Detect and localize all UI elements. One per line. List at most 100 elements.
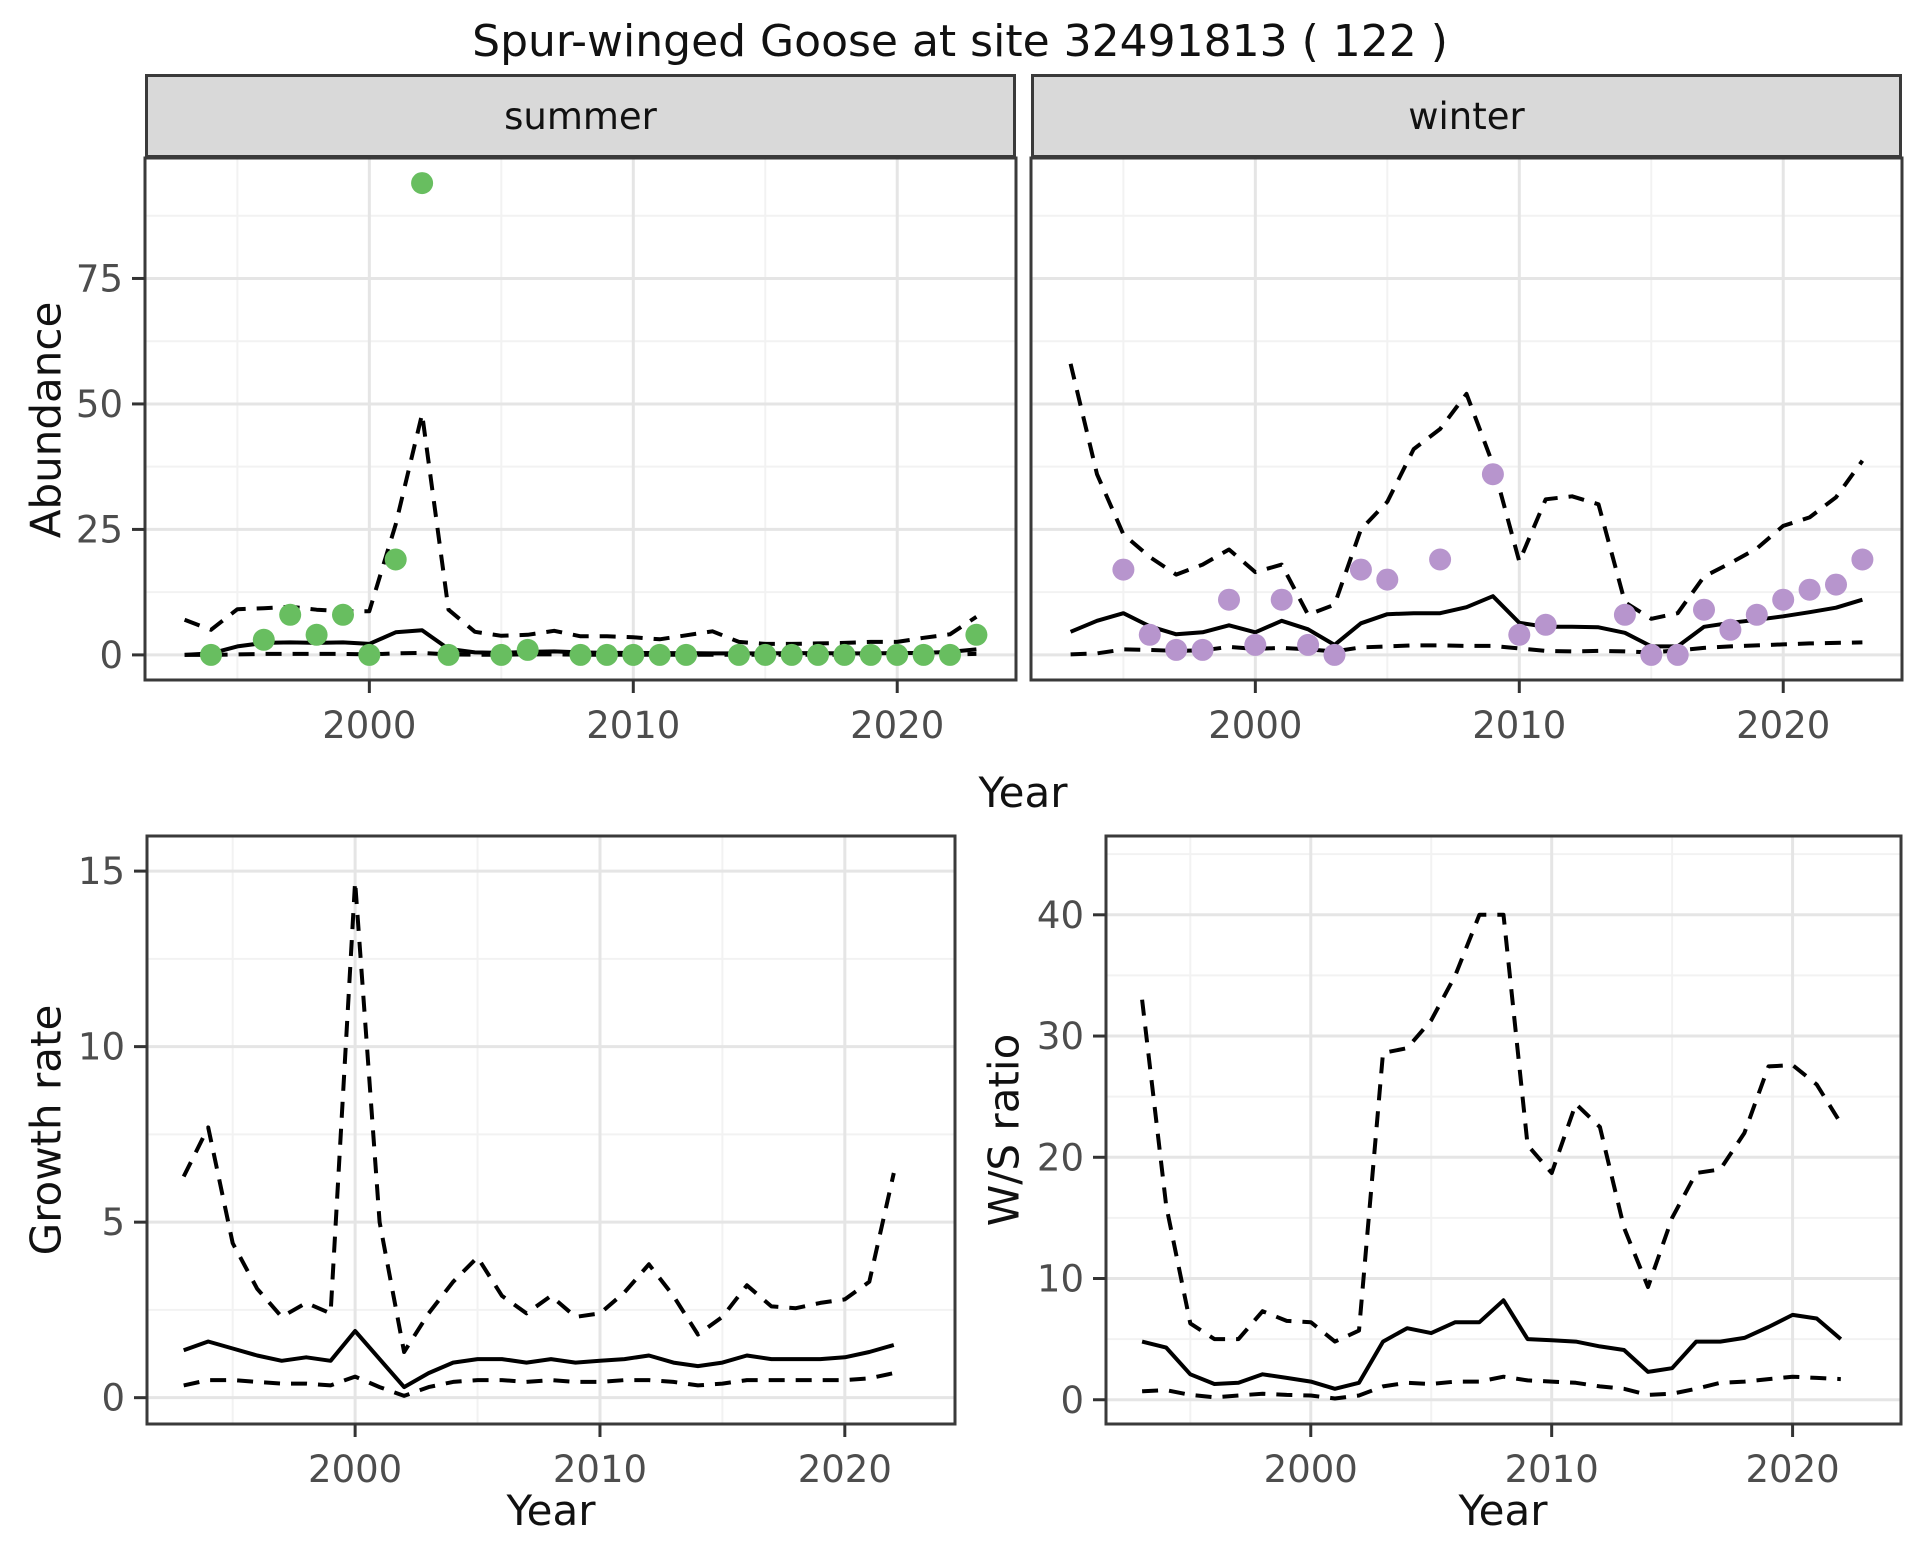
series-winter-lower-ci (1070, 640, 1863, 657)
data-point (490, 643, 513, 666)
data-point (1851, 548, 1874, 571)
y-tick-label: 25 (76, 508, 123, 551)
panel-winter: 2000 2010 2020 (1029, 156, 1904, 747)
data-point (1138, 623, 1161, 646)
data-point (384, 548, 407, 571)
data-point (1270, 588, 1293, 611)
data-point (648, 643, 671, 666)
data-point (332, 603, 354, 626)
y-tick-label: 15 (78, 850, 125, 893)
data-point (252, 628, 275, 651)
data-point (1772, 588, 1795, 611)
panel-growth: 2000 2010 2020 0 5 10 15 (78, 834, 957, 1491)
y-tick-label: 0 (99, 634, 123, 677)
points-winter (1112, 463, 1874, 666)
x-tick-label: 2020 (798, 1448, 892, 1491)
y-tick-label: 0 (1060, 1379, 1084, 1422)
y-axis-title-abundance: Abundance (21, 301, 71, 539)
x-tick-label: 2000 (322, 704, 416, 747)
data-point (859, 643, 882, 666)
data-point (1244, 633, 1267, 656)
y-axis-title-ws: W/S ratio (979, 1033, 1029, 1227)
data-point (1112, 558, 1135, 581)
data-point (965, 623, 988, 646)
points-summer (200, 172, 988, 666)
chart-title: Spur-winged Goose at site 32491813 ( 122… (472, 16, 1448, 67)
data-point (1349, 558, 1372, 581)
x-tick-label: 2000 (308, 1448, 402, 1491)
data-point (200, 643, 222, 666)
data-point (1719, 618, 1742, 641)
data-point (833, 643, 856, 666)
data-point (807, 643, 829, 666)
data-point (727, 643, 750, 666)
facet-strip-winter: winter (1031, 74, 1902, 158)
x-tick-label: 2000 (1264, 1448, 1358, 1491)
data-point (1218, 588, 1240, 611)
data-point (1481, 463, 1504, 486)
data-point (1640, 643, 1663, 666)
data-point (622, 643, 645, 666)
data-point (1798, 578, 1821, 601)
y-tick-label: 20 (1037, 1136, 1084, 1179)
y-tick-label: 5 (101, 1201, 125, 1244)
x-axis-title-ws: Year (1458, 1486, 1548, 1535)
series-ws-median (1141, 1298, 1843, 1391)
y-tick-label: 10 (1037, 1258, 1084, 1301)
panel-background (147, 836, 955, 1424)
data-point (305, 623, 328, 646)
x-tick-label: 2010 (553, 1448, 647, 1491)
series-ws-upper-ci (1140, 912, 1843, 1344)
y-tick-label: 50 (76, 383, 123, 426)
x-tick-label: 2020 (850, 704, 944, 747)
data-point (437, 643, 460, 666)
y-tick-label: 0 (101, 1377, 125, 1420)
series-growth-lower-ci (183, 1371, 895, 1398)
data-point (1534, 613, 1557, 636)
data-point (569, 643, 592, 666)
series-growth-median (183, 1329, 895, 1390)
panel-border (143, 156, 1018, 682)
data-point (1666, 643, 1689, 666)
data-point (1323, 643, 1346, 666)
x-tick-label: 2000 (1208, 704, 1302, 747)
data-point (1825, 573, 1847, 596)
data-point (1165, 638, 1188, 661)
data-point (939, 643, 961, 666)
data-point (675, 643, 698, 666)
panel-summer: 2000 2010 2020 0 25 50 75 (76, 156, 1018, 747)
x-tick-label: 2010 (1472, 704, 1566, 747)
series-winter-upper-ci (1068, 363, 1865, 621)
data-point (411, 172, 434, 195)
panel-border (1029, 156, 1904, 682)
data-point (1745, 603, 1768, 626)
data-point (1191, 638, 1214, 661)
series-growth-upper-ci (181, 879, 896, 1354)
panel-background (145, 158, 1016, 680)
panel-background (1031, 158, 1902, 680)
y-tick-label: 40 (1037, 894, 1084, 937)
x-tick-label: 2010 (586, 704, 680, 747)
panel-border (1104, 834, 1903, 1426)
x-tick-label: 2010 (1505, 1448, 1599, 1491)
data-point (595, 643, 618, 666)
data-point (754, 643, 777, 666)
data-point (1508, 623, 1531, 646)
series-summer-upper-ci (183, 412, 978, 646)
data-point (1297, 633, 1320, 656)
data-point (358, 643, 381, 666)
y-axis-title-growth: Growth rate (21, 1004, 71, 1256)
data-point (1693, 598, 1715, 621)
y-tick-label: 30 (1037, 1015, 1084, 1058)
y-tick-label: 75 (76, 257, 123, 300)
y-tick-label: 10 (78, 1026, 125, 1069)
data-point (912, 643, 935, 666)
x-tick-label: 2020 (1736, 704, 1830, 747)
facet-strip-summer: summer (145, 74, 1016, 158)
series-ws-lower-ci (1142, 1374, 1841, 1401)
facet-strip-summer-label: summer (504, 94, 657, 138)
x-axis-title-growth: Year (506, 1486, 596, 1535)
data-point (1613, 603, 1636, 626)
